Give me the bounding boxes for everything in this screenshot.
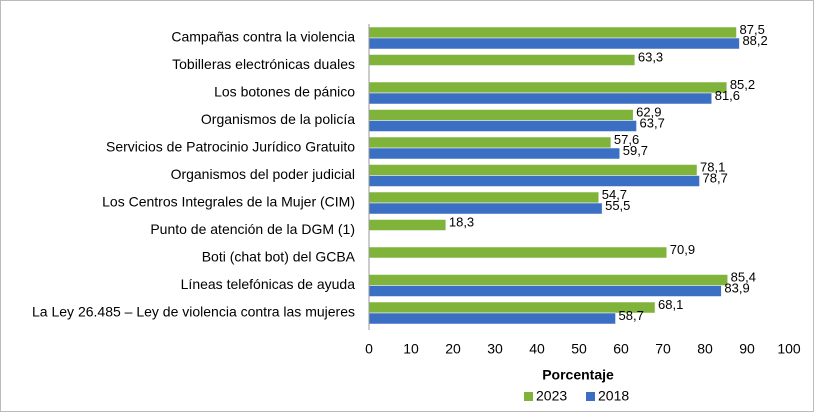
x-tick-label: 70 (655, 341, 671, 357)
bar (368, 191, 599, 204)
bar (368, 301, 656, 314)
bar (368, 274, 728, 286)
bar (368, 109, 634, 121)
bar (368, 92, 712, 105)
bar (368, 312, 616, 325)
y-tick-label: Líneas telefónicas de ayuda (181, 276, 356, 292)
value-label: 63,3 (638, 49, 663, 64)
value-label: 57,6 (614, 132, 639, 147)
y-tick-label: La Ley 26.485 – Ley de violencia contra … (32, 304, 355, 320)
bar (368, 175, 700, 187)
x-tick-label: 50 (571, 341, 587, 357)
y-tick-label: Los botones de pánico (214, 84, 355, 100)
value-label: 62,9 (636, 104, 661, 119)
value-label: 63,7 (640, 115, 665, 130)
value-label: 68,1 (658, 297, 683, 312)
bar (368, 164, 698, 176)
x-tick-label: 90 (739, 341, 755, 357)
legend-label: 2018 (598, 388, 629, 404)
value-label: 87,5 (740, 22, 765, 37)
bar (368, 246, 668, 259)
x-tick-label: 80 (697, 341, 713, 357)
value-label: 83,9 (724, 280, 749, 295)
legend-swatch (524, 392, 533, 401)
x-tick-label: 30 (487, 341, 503, 357)
value-label: 58,7 (619, 308, 644, 323)
value-label: 85,2 (730, 77, 755, 92)
legend-swatch (586, 392, 595, 401)
x-axis-title: Porcentaje (542, 367, 614, 383)
bar (368, 120, 637, 132)
value-label: 78,1 (700, 159, 725, 174)
x-tick-label: 20 (445, 341, 461, 357)
y-tick-label: Tobilleras electrónicas duales (172, 56, 355, 72)
x-tick-label: 60 (613, 341, 629, 357)
bar (368, 26, 737, 39)
y-tick-label: Los Centros Integrales de la Mujer (CIM) (102, 194, 355, 210)
value-label: 81,6 (715, 88, 740, 103)
bar (368, 54, 636, 66)
legend-label: 2023 (536, 388, 567, 404)
y-tick-label: Organismos del poder judicial (171, 166, 355, 182)
bar (368, 285, 722, 297)
bar (368, 37, 740, 50)
value-label: 55,5 (605, 198, 630, 213)
value-label: 88,2 (742, 33, 767, 48)
y-tick-label: Servicios de Patrocinio Jurídico Gratuit… (106, 139, 355, 155)
bar (368, 147, 620, 160)
x-tick-label: 100 (777, 341, 801, 357)
value-label: 85,4 (731, 269, 756, 284)
value-label: 54,7 (602, 187, 627, 202)
y-tick-label: Punto de atención de la DGM (1) (150, 221, 355, 237)
x-tick-label: 10 (403, 341, 419, 357)
y-tick-label: Campañas contra la violencia (171, 29, 355, 45)
bar (368, 202, 603, 215)
y-tick-label: Organismos de la policía (201, 111, 355, 127)
bar (368, 136, 612, 149)
value-label: 70,9 (670, 242, 695, 257)
value-label: 18,3 (449, 214, 474, 229)
bar (368, 81, 728, 94)
value-label: 59,7 (623, 143, 648, 158)
x-tick-label: 40 (529, 341, 545, 357)
bar (368, 219, 447, 231)
value-label: 78,7 (703, 170, 728, 185)
x-tick-label: 0 (365, 341, 373, 357)
y-tick-label: Boti (chat bot) del GCBA (202, 249, 356, 265)
